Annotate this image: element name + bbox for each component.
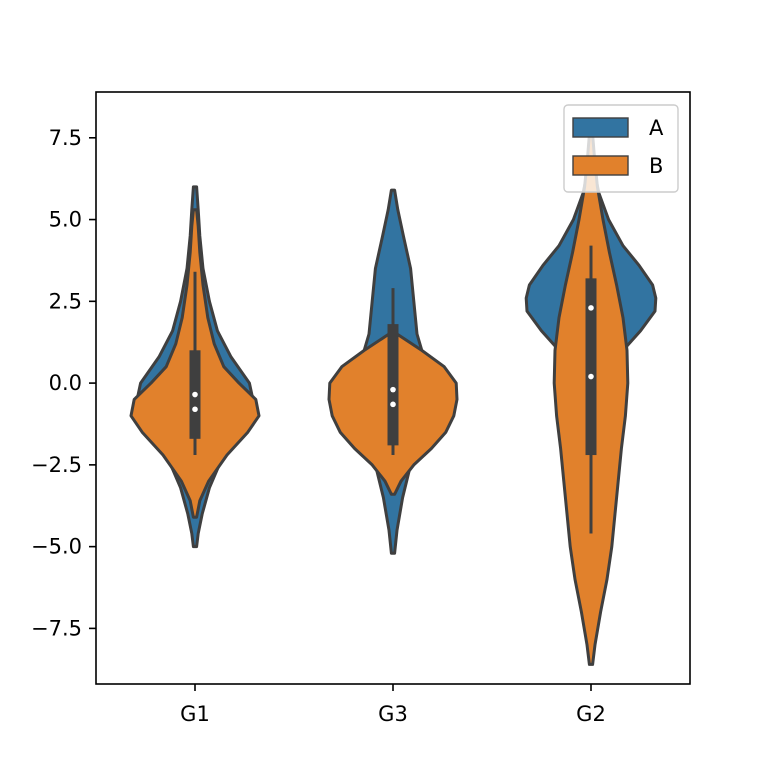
median-point-A-G3 xyxy=(390,386,396,393)
legend: AB xyxy=(563,104,679,193)
x-axis: G1 G3 G2 xyxy=(180,684,606,726)
iqr-box-B-G2 xyxy=(585,278,597,456)
legend-label-A: A xyxy=(649,116,664,140)
iqr-box-B-G3 xyxy=(387,324,399,446)
y-tick-label: −2.5 xyxy=(31,453,82,477)
x-tick-label: G1 xyxy=(180,702,210,726)
x-tick-label: G3 xyxy=(378,702,408,726)
median-point-A-G1 xyxy=(192,391,198,398)
y-tick-label: −5.0 xyxy=(31,535,82,559)
legend-swatch-B xyxy=(572,155,629,176)
legend-swatch-A xyxy=(572,117,629,138)
y-tick-label: 5.0 xyxy=(49,208,82,232)
median-point-B-G2 xyxy=(588,373,594,380)
median-point-B-G1 xyxy=(192,406,198,413)
x-tick-label: G2 xyxy=(576,702,606,726)
y-tick-label: 0.0 xyxy=(49,371,82,395)
median-point-A-G2 xyxy=(588,305,594,311)
y-tick-label: −7.5 xyxy=(31,616,82,640)
y-tick-label: 7.5 xyxy=(49,126,82,150)
y-axis: −7.5 −5.0 −2.5 0.0 2.5 5.0 7.5 xyxy=(31,126,96,640)
y-tick-label: 2.5 xyxy=(49,289,82,313)
legend-label-B: B xyxy=(649,154,663,178)
plot-area xyxy=(129,123,658,666)
median-point-B-G3 xyxy=(390,401,396,408)
